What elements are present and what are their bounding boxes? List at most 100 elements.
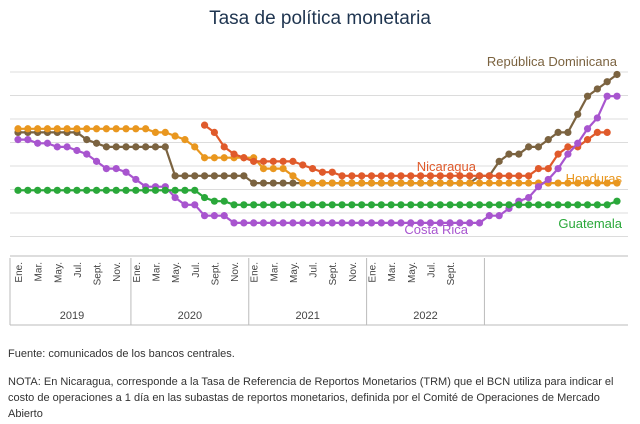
data-point-rep-blica-dominicana [220,172,228,180]
data-point-honduras [466,179,474,187]
data-point-guatemala [43,186,52,194]
data-point-guatemala [14,186,22,194]
data-point-rep-blica-dominicana [613,70,621,79]
data-point-nicaragua [220,143,228,151]
data-point-rep-blica-dominicana [102,143,110,151]
data-point-guatemala [122,186,130,194]
x-tick-label: Mar. [34,262,45,281]
series-label-costa-rica: Costa Rica [404,222,468,237]
data-point-guatemala [73,186,81,194]
data-point-nicaragua [367,172,376,180]
policy-rate-chart: Ene. Mar. May. Jul. Sept. Nov. Ene. Mar. May. Jul… [9,54,628,326]
data-point-nicaragua [515,172,523,180]
data-point-costa-rica [475,219,484,227]
data-point-rep-blica-dominicana [544,136,552,144]
x-tick-label: Mar. [387,262,398,281]
data-point-nicaragua [525,172,533,180]
data-point-guatemala [318,201,327,209]
data-point-nicaragua [495,172,503,180]
series-label-nicaragua: Nicaragua [417,159,477,174]
data-point-nicaragua [250,157,258,165]
data-point-guatemala [112,186,120,194]
data-point-rep-blica-dominicana [132,143,140,151]
data-point-costa-rica [43,139,52,147]
data-point-honduras [348,179,356,187]
data-point-guatemala [613,197,621,205]
data-point-costa-rica [613,92,621,100]
data-point-costa-rica [73,146,81,155]
x-tick-label: Ene. [132,262,143,283]
data-point-guatemala [505,201,513,209]
data-point-costa-rica [53,143,61,151]
data-point-guatemala [534,201,543,209]
data-point-costa-rica [446,219,454,227]
data-point-costa-rica [200,212,209,220]
data-point-rep-blica-dominicana [289,179,297,187]
data-point-costa-rica [210,212,218,220]
data-point-costa-rica [574,139,582,147]
data-point-rep-blica-dominicana [210,172,218,180]
data-point-nicaragua [348,172,356,180]
data-point-costa-rica [426,219,435,227]
data-point-costa-rica [534,183,543,191]
data-point-honduras [485,179,493,187]
data-point-nicaragua [259,157,268,165]
data-point-costa-rica [367,219,376,227]
data-point-honduras [43,125,52,133]
x-tick-label: Mar. [269,262,280,281]
data-point-costa-rica [318,219,327,227]
data-point-costa-rica [34,139,42,147]
x-tick-label: Ene. [14,262,25,283]
data-point-rep-blica-dominicana [279,179,287,187]
data-point-nicaragua [308,165,317,173]
data-point-honduras [14,125,22,133]
data-point-costa-rica [191,201,199,209]
data-point-nicaragua [377,172,385,180]
data-point-honduras [338,179,346,187]
data-point-nicaragua [407,172,415,180]
data-point-costa-rica [338,219,346,227]
data-point-costa-rica [230,219,238,227]
data-point-guatemala [603,201,611,209]
data-point-nicaragua [240,154,248,162]
data-point-honduras [417,179,425,187]
data-point-guatemala [554,201,562,209]
data-point-honduras [358,179,366,187]
data-point-costa-rica [102,165,110,173]
year-label: 2022 [413,310,437,322]
data-point-honduras [269,165,277,173]
data-point-guatemala [230,201,238,209]
data-point-honduras [377,179,385,187]
data-point-costa-rica [112,165,120,173]
data-point-honduras [308,179,317,187]
data-point-honduras [83,125,91,133]
data-point-honduras [181,136,189,144]
data-point-guatemala [24,186,32,194]
data-point-guatemala [564,201,572,209]
data-point-guatemala [171,186,179,194]
data-point-costa-rica [14,136,22,144]
data-point-guatemala [92,186,101,194]
data-point-honduras [63,125,71,133]
data-point-guatemala [574,201,582,209]
data-point-guatemala [269,201,277,209]
data-point-guatemala [259,201,268,209]
data-point-costa-rica [299,219,307,227]
data-point-guatemala [377,201,385,209]
data-point-nicaragua [554,150,562,158]
data-point-honduras [387,179,395,187]
data-point-honduras [161,128,169,136]
data-point-nicaragua [387,172,395,180]
data-point-costa-rica [417,219,425,227]
data-point-honduras [132,125,140,133]
data-point-nicaragua [230,150,238,158]
data-point-guatemala [456,201,464,209]
x-tick-label: Ene. [250,262,261,283]
data-point-guatemala [151,186,160,194]
data-point-costa-rica [495,212,503,220]
data-point-guatemala [485,201,493,209]
data-point-nicaragua [544,165,552,173]
data-point-costa-rica [466,219,474,227]
data-point-nicaragua [466,172,474,180]
data-point-nicaragua [397,172,405,180]
